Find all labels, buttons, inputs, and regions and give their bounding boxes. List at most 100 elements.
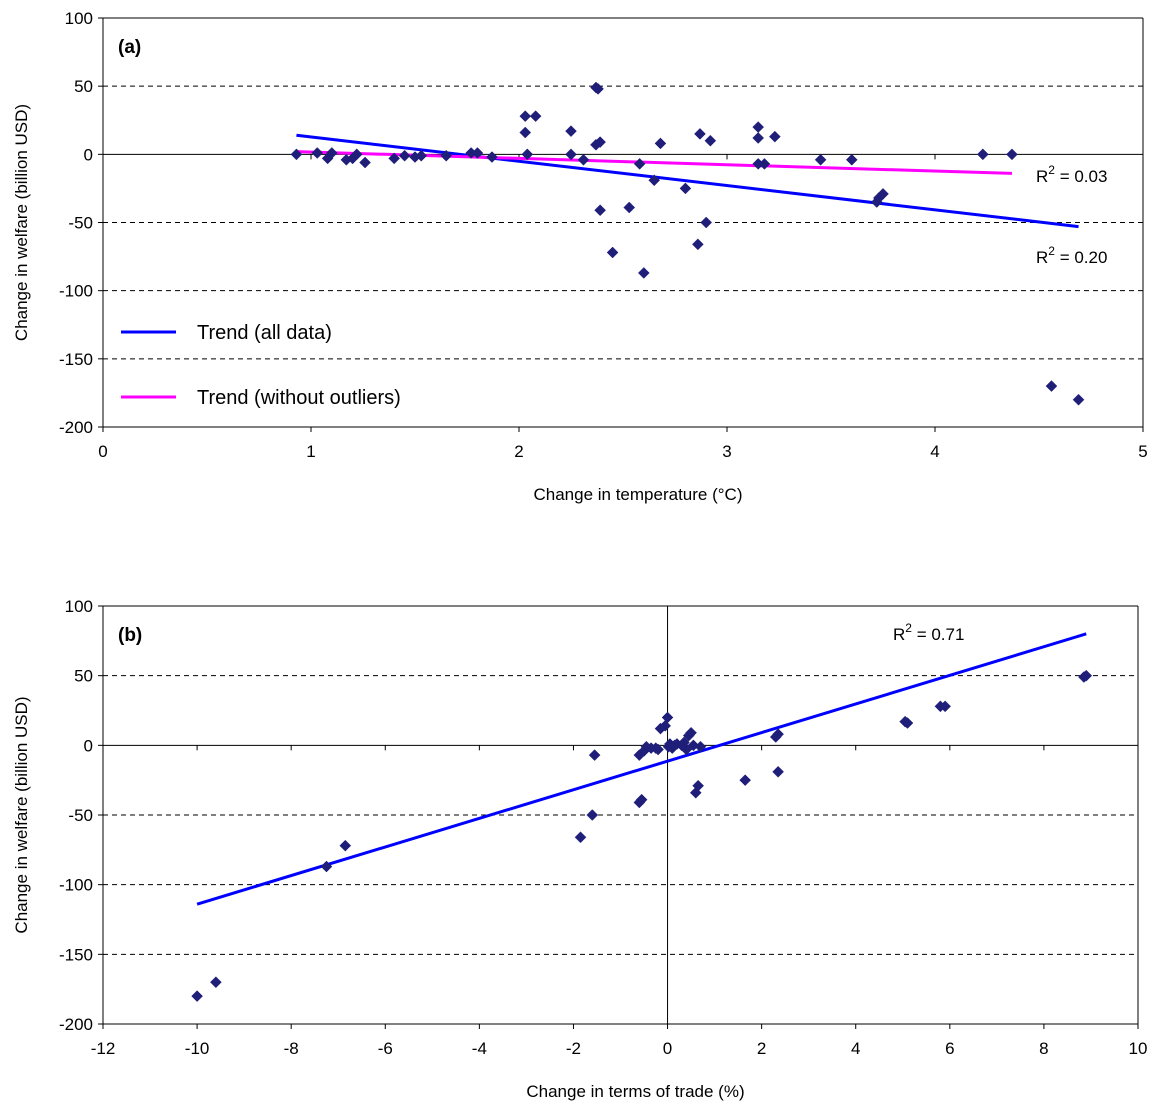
y-tick-label: -150 [59, 350, 93, 369]
data-point [648, 174, 661, 187]
data-point [398, 149, 411, 162]
y-tick-label: -150 [59, 945, 93, 964]
data-point [191, 990, 203, 1002]
data-point [700, 216, 713, 229]
data-point [652, 743, 664, 756]
data-point [588, 749, 601, 761]
data-point [739, 774, 752, 787]
data-point [692, 779, 704, 792]
x-tick-label: 6 [945, 1039, 954, 1058]
data-point [939, 700, 951, 713]
data-point [1045, 380, 1058, 392]
r-squared-label: R2 = 0.20 [1036, 244, 1107, 267]
x-tick-label: -12 [91, 1039, 116, 1058]
data-point [565, 125, 577, 138]
y-tick-label: 0 [84, 145, 93, 164]
x-tick-label: 4 [851, 1039, 860, 1058]
panel-label: (b) [118, 625, 142, 646]
x-tick-label: 3 [722, 442, 731, 461]
x-tick-label: -4 [472, 1039, 487, 1058]
x-axis-title: Change in terms of trade (%) [526, 1082, 744, 1101]
data-point [521, 148, 534, 161]
panel-label: (a) [118, 37, 141, 58]
x-tick-label: 5 [1138, 442, 1147, 461]
data-point [654, 137, 667, 150]
data-point [694, 740, 707, 753]
data-point [325, 147, 338, 159]
x-tick-label: -2 [566, 1039, 581, 1058]
data-point [877, 188, 889, 200]
y-tick-label: -200 [59, 418, 93, 437]
data-point [635, 793, 648, 806]
x-tick-label: 0 [663, 1039, 672, 1058]
y-tick-label: 100 [65, 597, 93, 616]
x-tick-label: 10 [1129, 1039, 1148, 1058]
data-point [752, 132, 765, 144]
legend-label: Trend (without outliers) [197, 387, 401, 409]
x-tick-label: 8 [1039, 1039, 1048, 1058]
x-tick-label: 1 [306, 442, 315, 461]
y-tick-label: -50 [68, 214, 93, 233]
data-point [976, 148, 989, 161]
x-tick-label: -6 [378, 1039, 393, 1058]
x-tick-label: 4 [930, 442, 939, 461]
data-point [623, 201, 636, 214]
data-point [359, 156, 371, 169]
data-point [692, 238, 704, 251]
x-tick-label: 0 [98, 442, 107, 461]
data-point [594, 204, 606, 217]
r-squared-label: R2 = 0.03 [1036, 163, 1107, 186]
data-point [440, 149, 453, 162]
y-tick-label: -200 [59, 1015, 93, 1034]
y-tick-label: 100 [65, 9, 93, 28]
x-axis-title: Change in temperature (°C) [533, 485, 742, 504]
chart-panel-a: 100 50 0 -50 -100 -150 -200 0 1 2 3 4 5 Change in tem… [12, 9, 1148, 504]
data-point [311, 147, 324, 159]
data-point [758, 158, 771, 170]
y-axis-title: Change in welfare (billion USD) [12, 104, 31, 341]
data-point [574, 831, 587, 844]
data-point [637, 267, 650, 279]
data-point [350, 148, 363, 161]
data-point [210, 976, 222, 989]
data-point [704, 134, 717, 147]
data-point [592, 83, 604, 95]
data-point [768, 130, 781, 143]
data-point [659, 719, 672, 732]
x-tick-label: -8 [284, 1039, 299, 1058]
data-point [679, 182, 692, 195]
data-point [901, 717, 914, 729]
data-point [586, 809, 599, 821]
data-point [529, 110, 542, 123]
data-point [772, 728, 784, 741]
data-point [519, 110, 532, 123]
data-point [606, 246, 619, 259]
y-tick-label: -50 [68, 806, 93, 825]
x-tick-label: 2 [757, 1039, 766, 1058]
data-point [594, 136, 606, 148]
data-point [1006, 148, 1018, 161]
chart-panel-b: 100 50 0 -50 -100 -150 -200 -12 -10 -8 -6 -4 -2 0 2 4 6 8… [12, 597, 1147, 1101]
data-point [1072, 393, 1085, 406]
data-point [290, 148, 303, 161]
data-point [415, 149, 428, 162]
data-point [814, 153, 827, 166]
x-tick-label: 2 [514, 442, 523, 461]
data-point [772, 765, 784, 778]
x-tick-label: -10 [185, 1039, 210, 1058]
legend-label: Trend (all data) [197, 322, 332, 344]
data-point [752, 121, 765, 133]
trendline [196, 632, 1087, 906]
data-point [388, 152, 401, 165]
r-squared-label: R2 = 0.71 [893, 621, 964, 644]
y-tick-label: 50 [74, 667, 93, 686]
data-point [519, 126, 532, 139]
data-point [694, 128, 706, 140]
data-point [1080, 669, 1093, 682]
data-point [577, 153, 590, 166]
data-point [633, 158, 646, 170]
data-point [685, 726, 697, 739]
y-tick-label: -100 [59, 876, 93, 895]
data-point [661, 711, 674, 724]
